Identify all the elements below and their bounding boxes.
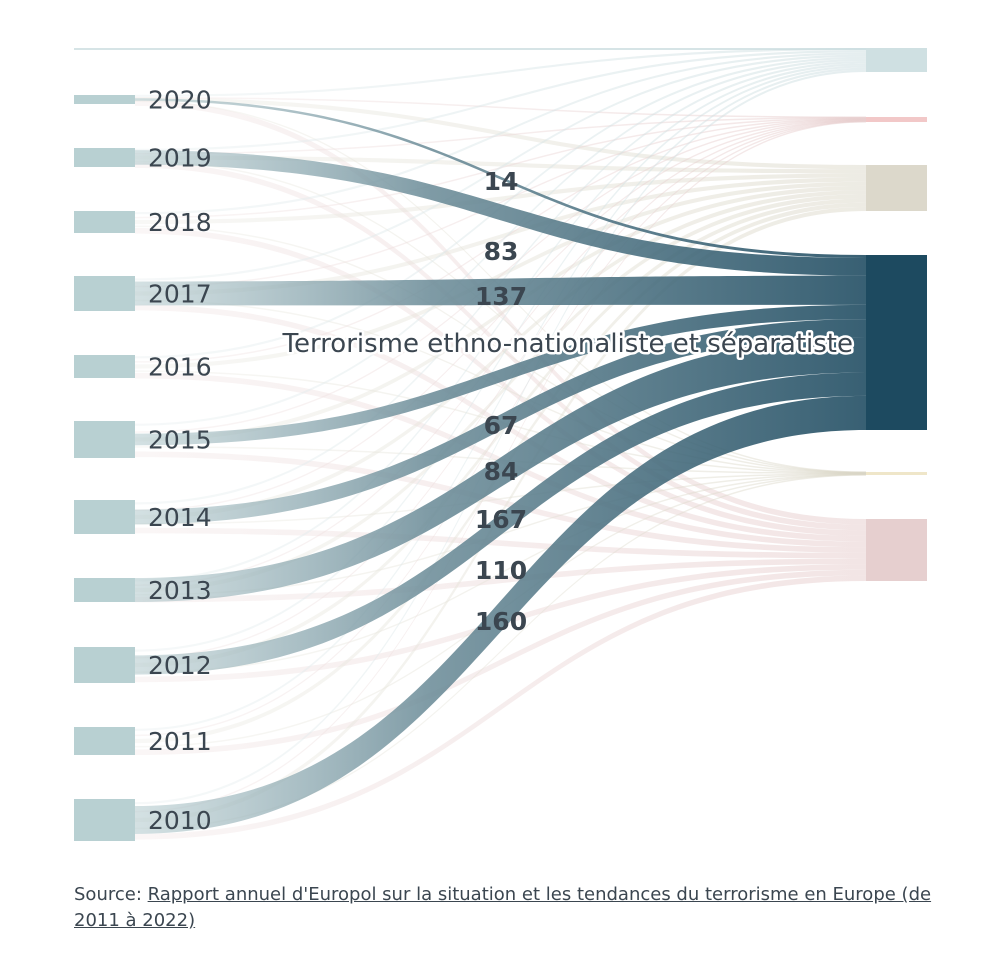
value-label-2017: 137 [475,282,527,311]
right-node-1[interactable] [866,48,927,72]
background-flow [135,54,866,281]
year-node-2019[interactable] [74,148,135,167]
background-flow [135,575,866,840]
year-label-2016: 2016 [148,353,212,382]
highlighted-flow-2013[interactable] [135,336,866,602]
highlighted-flow-2017[interactable] [135,275,866,306]
year-node-2018[interactable] [74,211,135,233]
right-node-5[interactable] [866,472,927,475]
highlighted-flow-2010[interactable] [135,395,866,834]
background-flow [135,155,866,174]
background-flow [135,96,866,118]
background-flow [135,119,866,586]
highlighted-flow-2012[interactable] [135,372,866,675]
background-flow [135,198,866,668]
right-node-highlighted[interactable] [866,255,927,430]
year-label-2010: 2010 [148,806,212,835]
background-flow [135,190,866,520]
background-flow [135,162,866,531]
background-flow [135,185,866,442]
background-flow [135,473,866,673]
background-flow [135,558,866,603]
background-flow [135,118,866,433]
year-label-2013: 2013 [148,576,212,605]
background-flow [135,194,866,593]
background-flow [135,474,866,830]
background-flow [135,173,866,225]
source-note: Source: Rapport annuel d'Europol sur la … [74,882,934,934]
year-label-2011: 2011 [148,727,212,756]
value-label-2012: 110 [475,556,527,585]
year-node-2016[interactable] [74,355,135,378]
year-node-2020[interactable] [74,95,135,104]
value-label-2013: 167 [475,505,527,534]
year-label-2020: 2020 [148,86,212,115]
background-flow [135,119,866,511]
year-label-2012: 2012 [148,651,212,680]
background-flow [135,117,866,288]
background-flow [135,120,866,659]
background-flow [135,69,866,805]
nodes [74,48,927,841]
highlighted-flow-2015[interactable] [135,304,866,446]
highlighted-flow-2014[interactable] [135,319,866,525]
background-flow [135,160,866,474]
labels: 2020 2019 2018 2017 2016 2015 2014 2013 2012 2011… [148,86,856,836]
right-node-2[interactable] [866,117,927,122]
value-label-2019: 83 [484,237,519,266]
source-link[interactable]: Rapport annuel d'Europol sur la situatio… [74,884,932,931]
year-node-2014[interactable] [74,500,135,534]
value-label-2014: 84 [484,457,519,486]
background-flow [135,451,866,553]
highlighted-flow-2019[interactable] [135,150,866,276]
background-flow [135,67,866,731]
year-node-2017[interactable] [74,276,135,311]
background-flow [135,177,866,296]
background-flow [135,48,866,97]
right-node-6[interactable] [866,519,927,581]
value-label-2010: 160 [475,607,527,636]
background-flow [135,52,866,215]
year-node-2010[interactable] [74,799,135,841]
year-node-2013[interactable] [74,578,135,602]
year-label-2017: 2017 [148,280,212,309]
sankey-chart: 2020 2019 2018 2017 2016 2015 2014 2013 2012 2011… [74,48,927,841]
right-node-3[interactable] [866,165,927,211]
background-flow [135,118,866,363]
background-flow [135,569,866,756]
background-flow [135,473,866,525]
value-label-2020: 14 [484,167,519,196]
background-flow [135,50,866,151]
year-node-2012[interactable] [74,647,135,683]
year-label-2014: 2014 [148,503,212,532]
year-label-2018: 2018 [148,208,212,237]
year-node-2011[interactable] [74,727,135,755]
value-label-2015: 67 [484,411,519,440]
year-label-2015: 2015 [148,426,212,455]
background-flow [135,65,866,652]
background-flow [135,58,866,426]
source-prefix: Source: [74,884,148,905]
highlighted-flows [135,98,866,834]
background-flow [135,116,866,155]
highlighted-flow-2020[interactable] [135,98,866,258]
year-label-2019: 2019 [148,144,212,173]
background-flow [135,63,866,582]
background-flow [135,299,866,474]
category-label: Terrorisme ethno-nationaliste et séparat… [282,329,854,359]
year-node-2015[interactable] [74,421,135,458]
background-flow [135,225,866,474]
